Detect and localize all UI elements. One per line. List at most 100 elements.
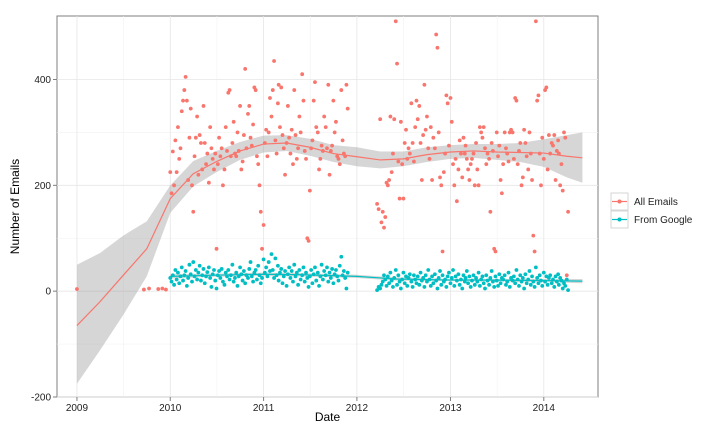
data-point (285, 104, 290, 108)
smooth-line (76, 142, 583, 326)
data-point (292, 88, 297, 92)
data-point (313, 265, 317, 270)
data-point (456, 167, 461, 172)
data-point (209, 146, 214, 151)
data-point (467, 274, 472, 279)
data-point (247, 267, 252, 271)
data-point (553, 274, 558, 279)
data-point (215, 162, 220, 167)
data-point (422, 285, 427, 289)
data-point (298, 130, 303, 135)
data-point (552, 285, 557, 289)
data-point (325, 146, 329, 151)
data-point (199, 141, 203, 145)
data-point (272, 59, 276, 63)
data-point (540, 283, 545, 288)
data-point (536, 281, 541, 286)
data-point (428, 283, 433, 288)
data-point (382, 225, 386, 230)
data-point (382, 273, 386, 278)
data-point (322, 114, 327, 119)
data-point (311, 98, 316, 103)
data-point (507, 285, 512, 289)
data-point (530, 178, 534, 182)
data-point (511, 274, 516, 279)
data-point (518, 141, 523, 145)
data-point (456, 272, 461, 277)
data-point (184, 98, 189, 103)
data-point (304, 270, 308, 275)
data-point (468, 285, 473, 289)
data-point (337, 162, 342, 167)
data-point (196, 172, 201, 177)
data-point (302, 149, 307, 153)
data-point (288, 276, 293, 280)
data-point (264, 265, 269, 270)
data-point (511, 156, 516, 161)
data-point (501, 162, 506, 167)
data-point (297, 268, 302, 272)
data-point (387, 178, 392, 182)
data-point (173, 268, 178, 272)
data-point (524, 281, 529, 286)
data-point (339, 88, 344, 92)
data-point (499, 191, 504, 196)
data-point (545, 282, 550, 287)
data-point (248, 260, 253, 264)
x-tick-label: 2011 (253, 403, 275, 414)
data-point (421, 133, 426, 137)
data-point (196, 270, 201, 275)
data-point (522, 286, 527, 291)
data-point (257, 183, 262, 188)
data-point (396, 273, 401, 278)
data-point (265, 154, 270, 159)
data-point (497, 143, 502, 148)
data-point (551, 143, 555, 148)
data-point (432, 272, 437, 277)
data-point (515, 162, 520, 167)
data-point (457, 282, 462, 287)
data-point (553, 178, 558, 182)
data-point (284, 283, 289, 288)
data-point (537, 273, 542, 278)
data-point (186, 276, 191, 280)
data-point (493, 249, 498, 254)
data-point (243, 67, 248, 71)
data-point (536, 93, 541, 98)
data-point (412, 273, 416, 278)
data-point (479, 130, 484, 135)
data-point (445, 274, 450, 279)
data-point (487, 156, 491, 161)
data-point (327, 270, 332, 275)
legend-label: From Google (634, 215, 693, 226)
data-point (301, 98, 306, 103)
data-point (560, 286, 565, 291)
data-point (524, 154, 529, 159)
data-point (462, 279, 467, 284)
data-point (383, 215, 388, 219)
legend-label: All Emails (634, 197, 678, 208)
data-point (275, 101, 280, 106)
data-point (462, 151, 467, 156)
data-point (378, 286, 383, 291)
data-point (176, 270, 180, 275)
data-point (489, 141, 494, 145)
data-point (219, 146, 224, 151)
data-point (240, 159, 245, 164)
x-tick-label: 2009 (66, 403, 89, 414)
data-point (477, 283, 482, 288)
data-point (513, 281, 518, 286)
data-point (306, 285, 311, 289)
data-point (307, 188, 312, 193)
data-point (452, 183, 457, 188)
data-point (444, 93, 449, 98)
data-point (422, 82, 427, 87)
data-point (559, 162, 564, 167)
data-point (395, 282, 399, 287)
data-point (310, 281, 315, 286)
data-point (345, 270, 350, 275)
data-point (289, 127, 294, 132)
data-point (304, 156, 308, 161)
data-point (256, 263, 261, 268)
data-point (535, 276, 540, 280)
